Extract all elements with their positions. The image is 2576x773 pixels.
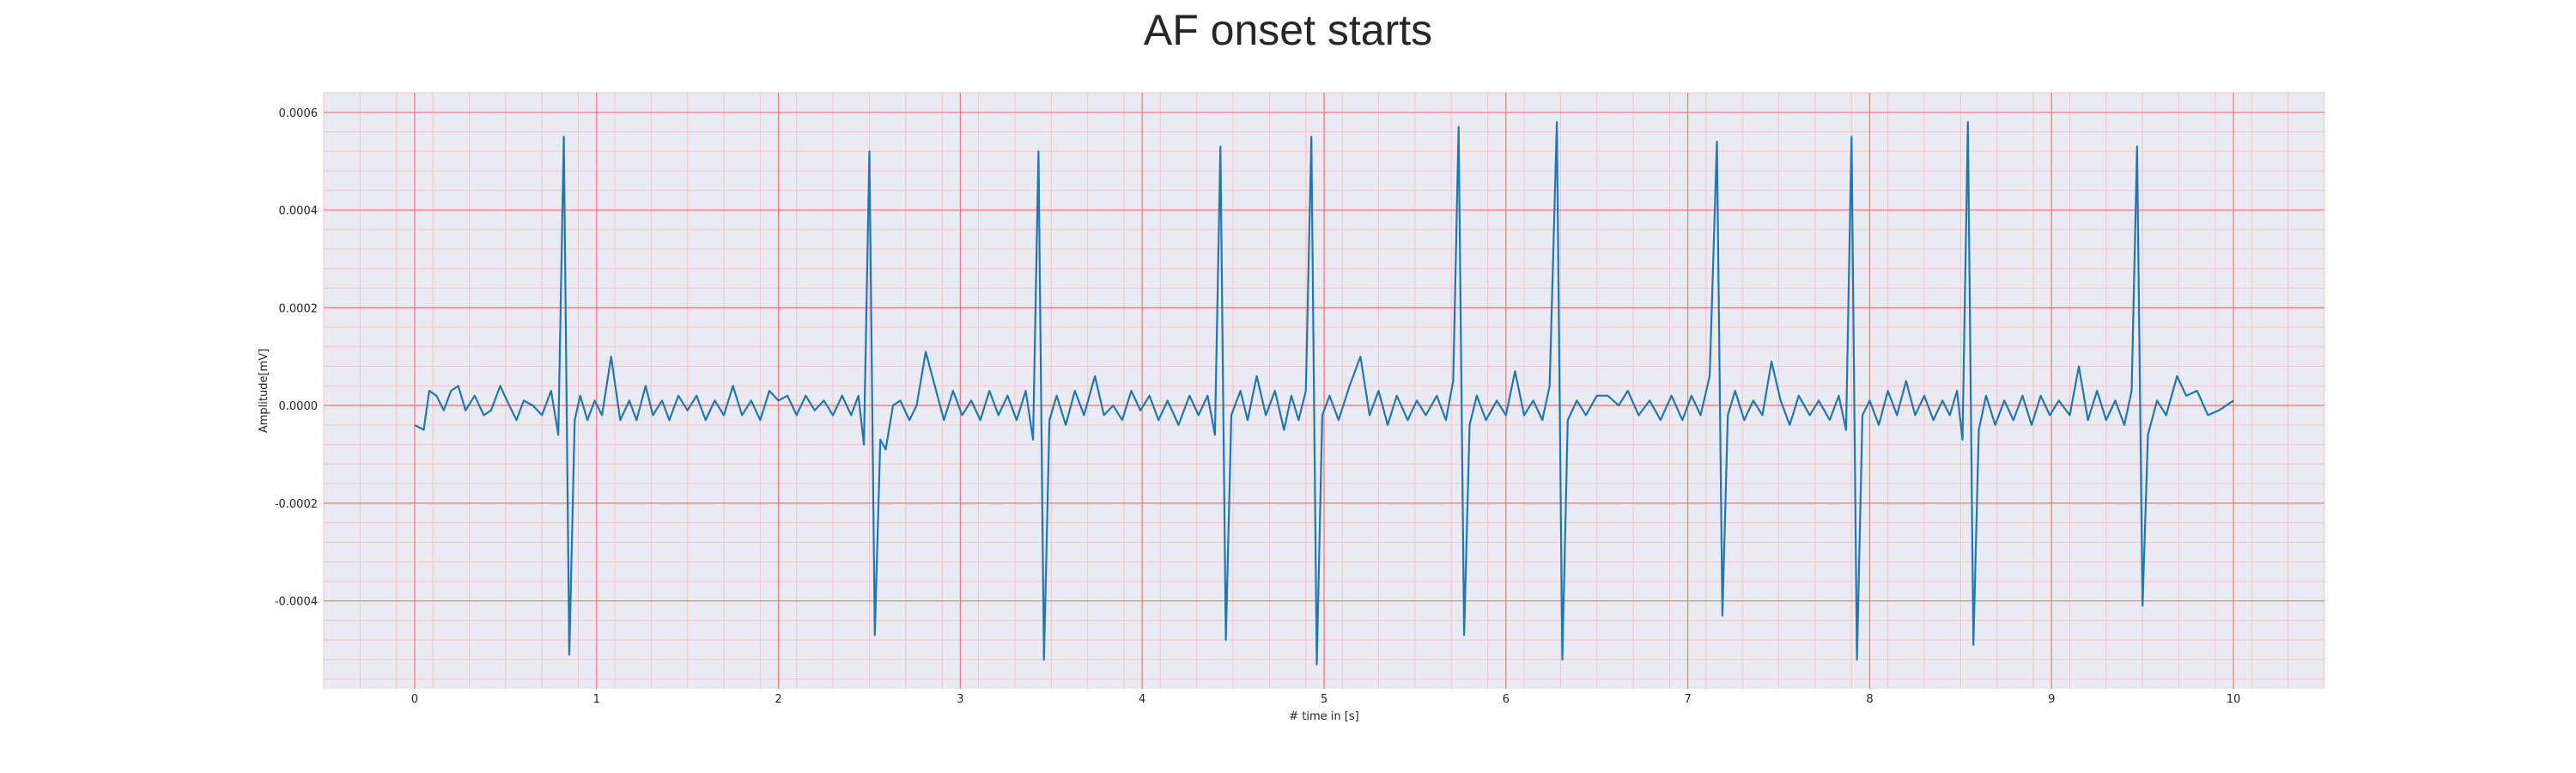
x-tick-label: 10 xyxy=(2227,693,2241,706)
x-tick-label: 0 xyxy=(411,693,418,706)
y-tick-label: 0.0000 xyxy=(279,400,319,413)
y-tick-label: 0.0004 xyxy=(279,205,319,218)
y-tick-labels: -0.0004 -0.0002 0.0000 0.0002 0.0004 0.0006 xyxy=(275,107,318,609)
x-tick-label: 6 xyxy=(1503,693,1510,706)
chart-title: AF onset starts xyxy=(1143,6,1433,54)
x-tick-label: 8 xyxy=(1866,693,1873,706)
x-tick-label: 5 xyxy=(1321,693,1327,706)
x-tick-label: 1 xyxy=(593,693,600,706)
y-tick-label: 0.0006 xyxy=(279,107,319,120)
x-tick-labels: 0 1 2 3 4 5 6 7 8 9 10 xyxy=(411,693,2241,706)
y-tick-label: -0.0004 xyxy=(275,596,318,609)
series-group xyxy=(414,121,2234,666)
y-tick-label: 0.0002 xyxy=(279,302,319,315)
x-tick-label: 9 xyxy=(2048,693,2055,706)
series-line xyxy=(414,121,2234,666)
x-tick-label: 4 xyxy=(1139,693,1145,706)
x-tick-label: 7 xyxy=(1684,693,1691,706)
y-tick-label: -0.0002 xyxy=(275,498,318,511)
x-tick-label: 3 xyxy=(957,693,963,706)
y-axis-label: Amplitude[mV] xyxy=(258,349,270,433)
x-axis-label: # time in [s] xyxy=(1289,710,1358,723)
major-grid xyxy=(324,93,2324,689)
x-tick-label: 2 xyxy=(775,693,781,706)
